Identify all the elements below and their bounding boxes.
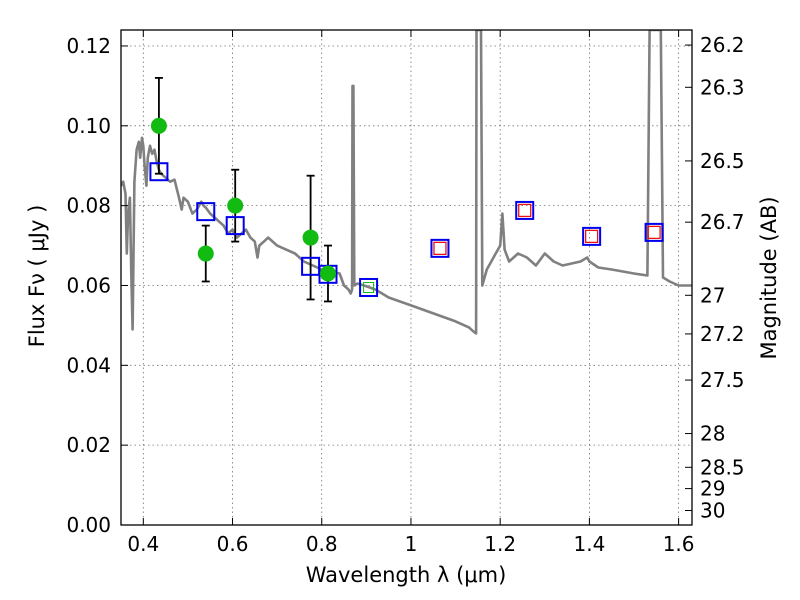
model-square	[149, 162, 169, 182]
y-tick-label: 0.08	[66, 194, 111, 218]
model-square	[582, 226, 602, 246]
axis-labels: Wavelength λ (μm) Flux Fν ( μJy ) Magnit…	[25, 196, 781, 587]
axes: 0.4 0.6 0.8 1 1.2 1.4 1.6 0.00 0.02 0.04 0.06 0.08 0…	[66, 29, 745, 556]
x-axis-label: Wavelength λ (μm)	[306, 563, 507, 587]
mag-tick-label: 26.2	[700, 33, 745, 57]
model-square	[225, 216, 245, 236]
mag-tick-label: 27	[700, 283, 725, 307]
marker-group	[149, 77, 664, 303]
model-square	[430, 238, 450, 258]
predicted-square	[433, 241, 447, 256]
grid-lines	[121, 30, 692, 525]
mag-tick-label: 26.3	[700, 75, 745, 99]
x-tick-label: 1.4	[573, 532, 605, 556]
x-tick-label: 1.2	[484, 532, 516, 556]
y-axis-label: Flux Fν ( μJy )	[25, 205, 49, 348]
y-tick-label: 0.10	[66, 114, 111, 138]
mag-tick-label: 26.5	[700, 149, 745, 173]
x-tick-label: 0.6	[217, 532, 249, 556]
observed-point	[302, 229, 319, 246]
model-square	[196, 202, 216, 222]
mag-tick-label: 27.2	[700, 322, 745, 346]
predicted-square	[647, 225, 661, 240]
y-tick-label: 0.04	[66, 353, 111, 377]
observed-point	[227, 197, 244, 214]
observed-point	[197, 245, 214, 262]
mag-tick-label: 26.7	[700, 210, 745, 234]
y-tick-label: 0.02	[66, 433, 111, 457]
observed-point	[150, 117, 167, 134]
mag-tick-label: 30	[700, 499, 725, 523]
mag-tick-label: 27.5	[700, 368, 745, 392]
y-tick-label: 0.06	[66, 273, 111, 297]
observed-square-inner	[363, 281, 375, 293]
sed-line	[121, 30, 692, 335]
right-axis-label: Magnitude (AB)	[757, 196, 781, 359]
x-tick-label: 1.6	[663, 532, 695, 556]
model-square	[644, 222, 664, 242]
mag-tick-label: 28.5	[700, 455, 745, 479]
mag-tick-label: 28	[700, 422, 725, 446]
predicted-square	[584, 229, 599, 244]
y-tick-label: 0.00	[66, 513, 111, 537]
plot-frame	[120, 29, 693, 526]
model-square	[515, 200, 535, 220]
mag-tick-label: 29	[700, 477, 725, 501]
sed-line-group	[121, 30, 692, 335]
y-tick-label: 0.12	[66, 34, 111, 58]
observed-point	[319, 265, 336, 282]
predicted-square	[518, 203, 532, 218]
x-tick-label: 0.8	[306, 532, 338, 556]
x-tick-label: 0.4	[127, 532, 159, 556]
x-tick-label: 1	[405, 532, 418, 556]
model-square	[359, 277, 379, 297]
